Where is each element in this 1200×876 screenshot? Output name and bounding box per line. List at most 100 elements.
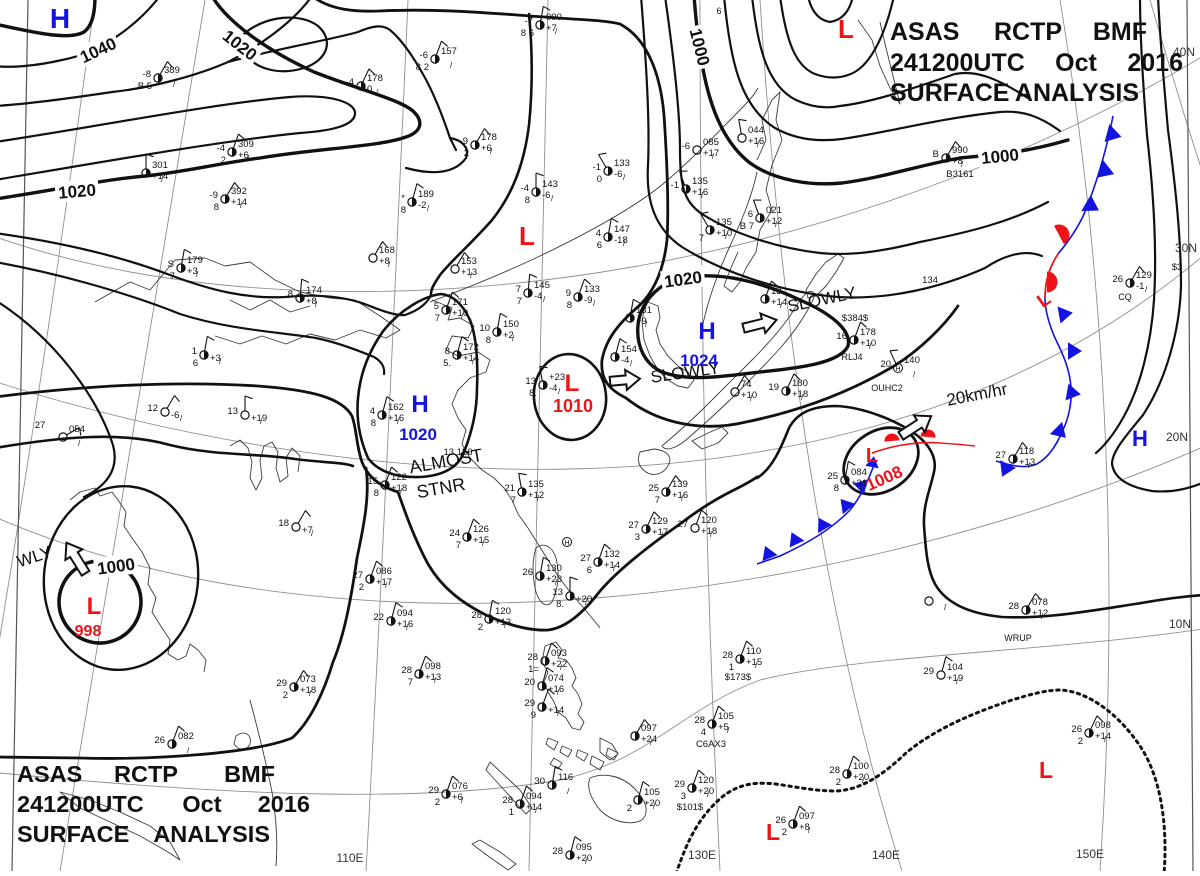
svg-text:150E: 150E	[1076, 847, 1104, 861]
svg-text:+7: +7	[546, 23, 557, 34]
svg-text:/: /	[585, 598, 588, 607]
svg-text:309: 309	[238, 139, 254, 150]
svg-text:ANALYSIS: ANALYSIS	[1015, 79, 1139, 107]
svg-text:094: 094	[397, 608, 413, 619]
svg-text:8 6: 8 6	[521, 28, 534, 39]
svg-text:/: /	[808, 826, 811, 835]
svg-text:/: /	[388, 260, 391, 269]
svg-text:30: 30	[534, 776, 545, 787]
svg-text:241200UTC: 241200UTC	[17, 791, 144, 817]
svg-text:/: /	[196, 270, 199, 279]
svg-text:078: 078	[1032, 597, 1048, 608]
svg-text:+12: +12	[528, 490, 544, 501]
svg-text:RLJ4: RLJ4	[841, 352, 862, 362]
svg-text:+14: +14	[548, 705, 564, 716]
svg-text:178: 178	[860, 327, 876, 338]
svg-text:134: 134	[922, 275, 938, 286]
svg-text:29: 29	[923, 666, 934, 677]
svg-text:SURFACE: SURFACE	[17, 821, 129, 847]
svg-text:+31: +31	[851, 478, 867, 489]
svg-text:168: 168	[379, 245, 395, 256]
svg-text:-2: -2	[418, 200, 426, 211]
svg-text:178: 178	[367, 73, 383, 84]
svg-text:130: 130	[546, 563, 562, 574]
svg-text:/: /	[543, 295, 546, 304]
svg-text:044: 044	[748, 125, 764, 136]
svg-text:L: L	[866, 445, 878, 467]
svg-text:093: 093	[551, 648, 567, 659]
svg-text:18: 18	[278, 518, 289, 529]
svg-text:147: 147	[614, 224, 630, 235]
svg-text:189: 189	[418, 189, 434, 200]
svg-text:076: 076	[452, 781, 468, 792]
svg-text:/: /	[961, 160, 964, 169]
svg-text:145: 145	[534, 280, 550, 291]
svg-text:+13: +13	[461, 267, 477, 278]
svg-text:/: /	[750, 394, 753, 403]
svg-text:-1: -1	[1136, 281, 1144, 292]
svg-text:054: 054	[69, 424, 85, 435]
svg-text:+8: +8	[799, 822, 810, 833]
svg-text:1020: 1020	[57, 180, 96, 202]
svg-text:/: /	[512, 334, 515, 343]
svg-text:+5: +5	[718, 722, 729, 733]
svg-text:130E: 130E	[688, 848, 716, 862]
svg-text:29: 29	[276, 678, 287, 689]
svg-text:-1: -1	[593, 162, 601, 173]
svg-text:/: /	[727, 726, 730, 735]
svg-text:/: /	[472, 357, 475, 366]
svg-text:4: 4	[596, 228, 601, 239]
svg-text:181: 181	[636, 305, 652, 316]
svg-text:/: /	[555, 578, 558, 587]
svg-text:129: 129	[652, 516, 668, 527]
svg-text:OUHC2: OUHC2	[871, 383, 903, 393]
svg-text:8.: 8.	[529, 388, 537, 399]
svg-text:+3: +3	[187, 266, 198, 277]
svg-text:6: 6	[597, 240, 602, 251]
svg-text:/: /	[470, 271, 473, 280]
svg-text:/: /	[385, 581, 388, 590]
svg-text:+20: +20	[576, 594, 592, 605]
svg-text:RCTP: RCTP	[114, 761, 178, 787]
svg-text:25: 25	[648, 483, 659, 494]
svg-text:B 7: B 7	[740, 221, 754, 232]
svg-text:/: /	[558, 387, 561, 396]
svg-text:+16: +16	[397, 619, 413, 630]
svg-text:-6: -6	[682, 141, 690, 152]
svg-text:+7: +7	[302, 525, 313, 536]
svg-text:-9: -9	[584, 295, 592, 306]
svg-text:-4: -4	[621, 355, 629, 366]
svg-text:13: 13	[525, 376, 536, 387]
svg-text:+18: +18	[701, 526, 717, 537]
svg-text:5.: 5.	[443, 358, 451, 369]
svg-text:/: /	[461, 312, 464, 321]
svg-text:28: 28	[1008, 601, 1019, 612]
svg-text:26: 26	[154, 735, 165, 746]
svg-text:/: /	[681, 494, 684, 503]
svg-text:10: 10	[479, 323, 490, 334]
svg-text:150: 150	[503, 319, 519, 330]
svg-text:+8: +8	[379, 256, 390, 267]
svg-text:086: 086	[376, 566, 392, 577]
svg-text:C6AX3: C6AX3	[696, 739, 726, 750]
svg-text:105: 105	[644, 787, 660, 798]
svg-text:/: /	[1145, 285, 1148, 294]
svg-text:26: 26	[522, 567, 533, 578]
svg-text:133: 133	[614, 158, 630, 169]
svg-text:1=: 1=	[528, 664, 539, 675]
svg-text:+12: +12	[766, 216, 782, 227]
svg-text:/: /	[490, 147, 493, 156]
svg-text:/: /	[461, 796, 464, 805]
svg-text:110: 110	[746, 646, 761, 657]
svg-text:120: 120	[698, 775, 714, 786]
svg-text:140E: 140E	[872, 848, 900, 862]
svg-text:116: 116	[558, 772, 573, 783]
svg-text:139: 139	[672, 479, 688, 490]
svg-text:+14: +14	[604, 560, 620, 571]
svg-text:090: 090	[546, 12, 562, 23]
svg-text:097: 097	[641, 723, 657, 734]
svg-text:2: 2	[627, 803, 632, 814]
svg-text:178: 178	[481, 132, 497, 143]
svg-text:/: /	[537, 494, 540, 503]
svg-text:8 2: 8 2	[416, 62, 429, 73]
